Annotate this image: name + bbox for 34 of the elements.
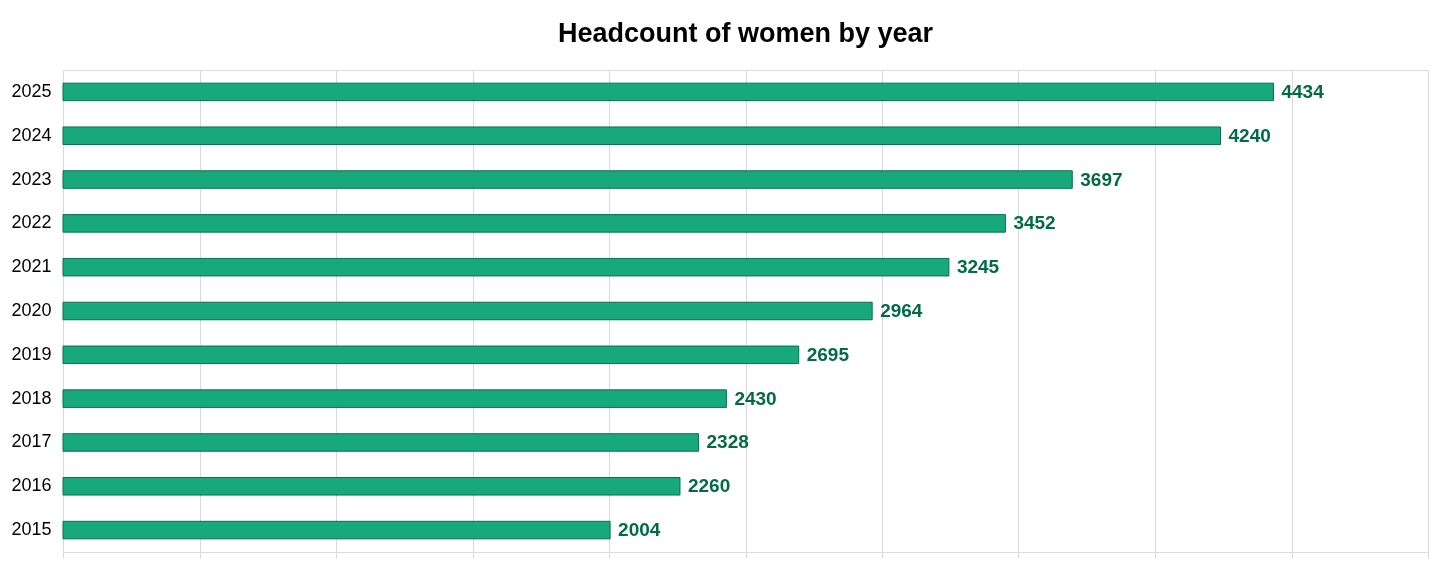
bar — [62, 126, 1222, 145]
y-tick-label: 2017 — [11, 431, 52, 452]
data-label: 2430 — [734, 387, 777, 409]
y-tick-label: 2015 — [11, 519, 52, 540]
bar — [62, 214, 1006, 233]
y-tick-label: 2023 — [11, 168, 52, 189]
data-label: 3697 — [1080, 168, 1123, 190]
data-label: 4434 — [1281, 80, 1325, 102]
data-label: 2004 — [618, 519, 661, 541]
y-tick-label: 2016 — [11, 475, 52, 496]
bar — [62, 170, 1073, 189]
data-label: 2964 — [880, 300, 923, 321]
y-tick-label: 2025 — [11, 80, 52, 101]
bar — [62, 257, 950, 277]
bar — [62, 389, 727, 408]
y-tick-label: 2022 — [11, 212, 52, 233]
data-label: 2328 — [706, 431, 749, 453]
y-tick-label: 2021 — [11, 256, 52, 277]
chart-title: Headcount of women by year — [557, 18, 934, 48]
data-label: 2695 — [806, 343, 850, 365]
bar — [62, 520, 611, 540]
y-tick-label: 2020 — [11, 300, 52, 320]
data-label: 3452 — [1013, 212, 1056, 234]
bar — [62, 82, 1274, 102]
bar — [62, 345, 800, 365]
bar — [62, 477, 681, 496]
y-tick-label: 2024 — [11, 124, 52, 145]
data-label: 3245 — [956, 256, 1000, 278]
bar — [62, 433, 700, 452]
y-tick-label: 2018 — [11, 387, 52, 408]
data-label: 2260 — [687, 475, 731, 497]
bar — [62, 301, 873, 321]
y-tick-label: 2019 — [11, 343, 52, 364]
data-label: 4240 — [1228, 124, 1271, 146]
